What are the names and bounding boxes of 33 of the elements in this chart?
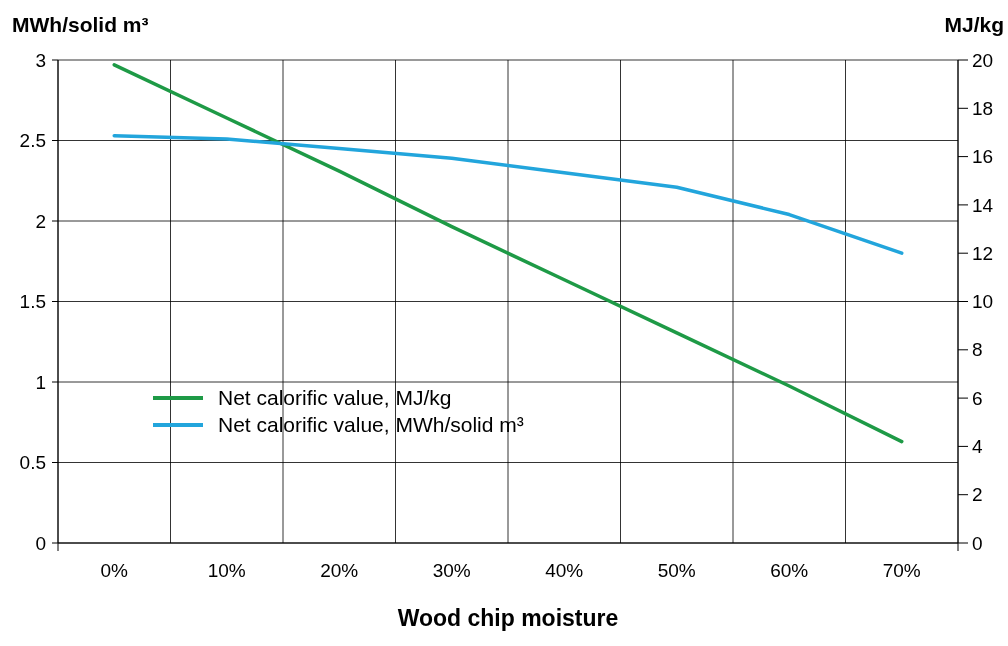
x-tick-label: 70% bbox=[882, 560, 921, 581]
x-tick-label: 60% bbox=[770, 560, 809, 581]
y-tick-label: 0 bbox=[35, 532, 46, 554]
x-tick-label: 20% bbox=[320, 560, 359, 581]
y2-tick-label: 4 bbox=[972, 436, 983, 458]
y2-tick-label: 8 bbox=[972, 339, 983, 361]
y2-tick-label: 2 bbox=[972, 484, 983, 506]
y-tick-label: 1 bbox=[35, 371, 46, 393]
x-tick-label: 0% bbox=[100, 560, 129, 581]
y2-tick-label: 0 bbox=[972, 532, 983, 554]
y-axis-title: MWh/solid m³ bbox=[12, 13, 149, 36]
line-series bbox=[112, 63, 904, 444]
y2-tick-label: 12 bbox=[972, 242, 994, 264]
y-tick-label: 2 bbox=[35, 210, 46, 232]
x-tick-label: 10% bbox=[207, 560, 246, 581]
y2-tick-label: 18 bbox=[972, 97, 994, 119]
y-tick-label: 1.5 bbox=[19, 291, 46, 313]
x-tick-label: 50% bbox=[657, 560, 696, 581]
y2-tick-label: 6 bbox=[972, 387, 983, 409]
x-axis-title: Wood chip moisture bbox=[397, 605, 619, 631]
y-tick-label: 0.5 bbox=[19, 452, 46, 474]
y-tick-label: 3 bbox=[35, 49, 46, 71]
y-tick-label: 2.5 bbox=[19, 130, 46, 152]
line-series bbox=[112, 133, 904, 255]
legend-label: Net calorific value, MWh/solid m³ bbox=[218, 413, 524, 437]
x-tick-label: 30% bbox=[432, 560, 471, 581]
y2-tick-label: 14 bbox=[972, 194, 994, 216]
x-tick-label: 40% bbox=[545, 560, 584, 581]
y2-axis-title: MJ/kg bbox=[944, 13, 1004, 36]
y2-tick-label: 10 bbox=[972, 291, 994, 313]
y2-tick-label: 16 bbox=[972, 146, 994, 168]
legend-label: Net calorific value, MJ/kg bbox=[218, 386, 452, 410]
y2-tick-label: 20 bbox=[972, 49, 994, 71]
